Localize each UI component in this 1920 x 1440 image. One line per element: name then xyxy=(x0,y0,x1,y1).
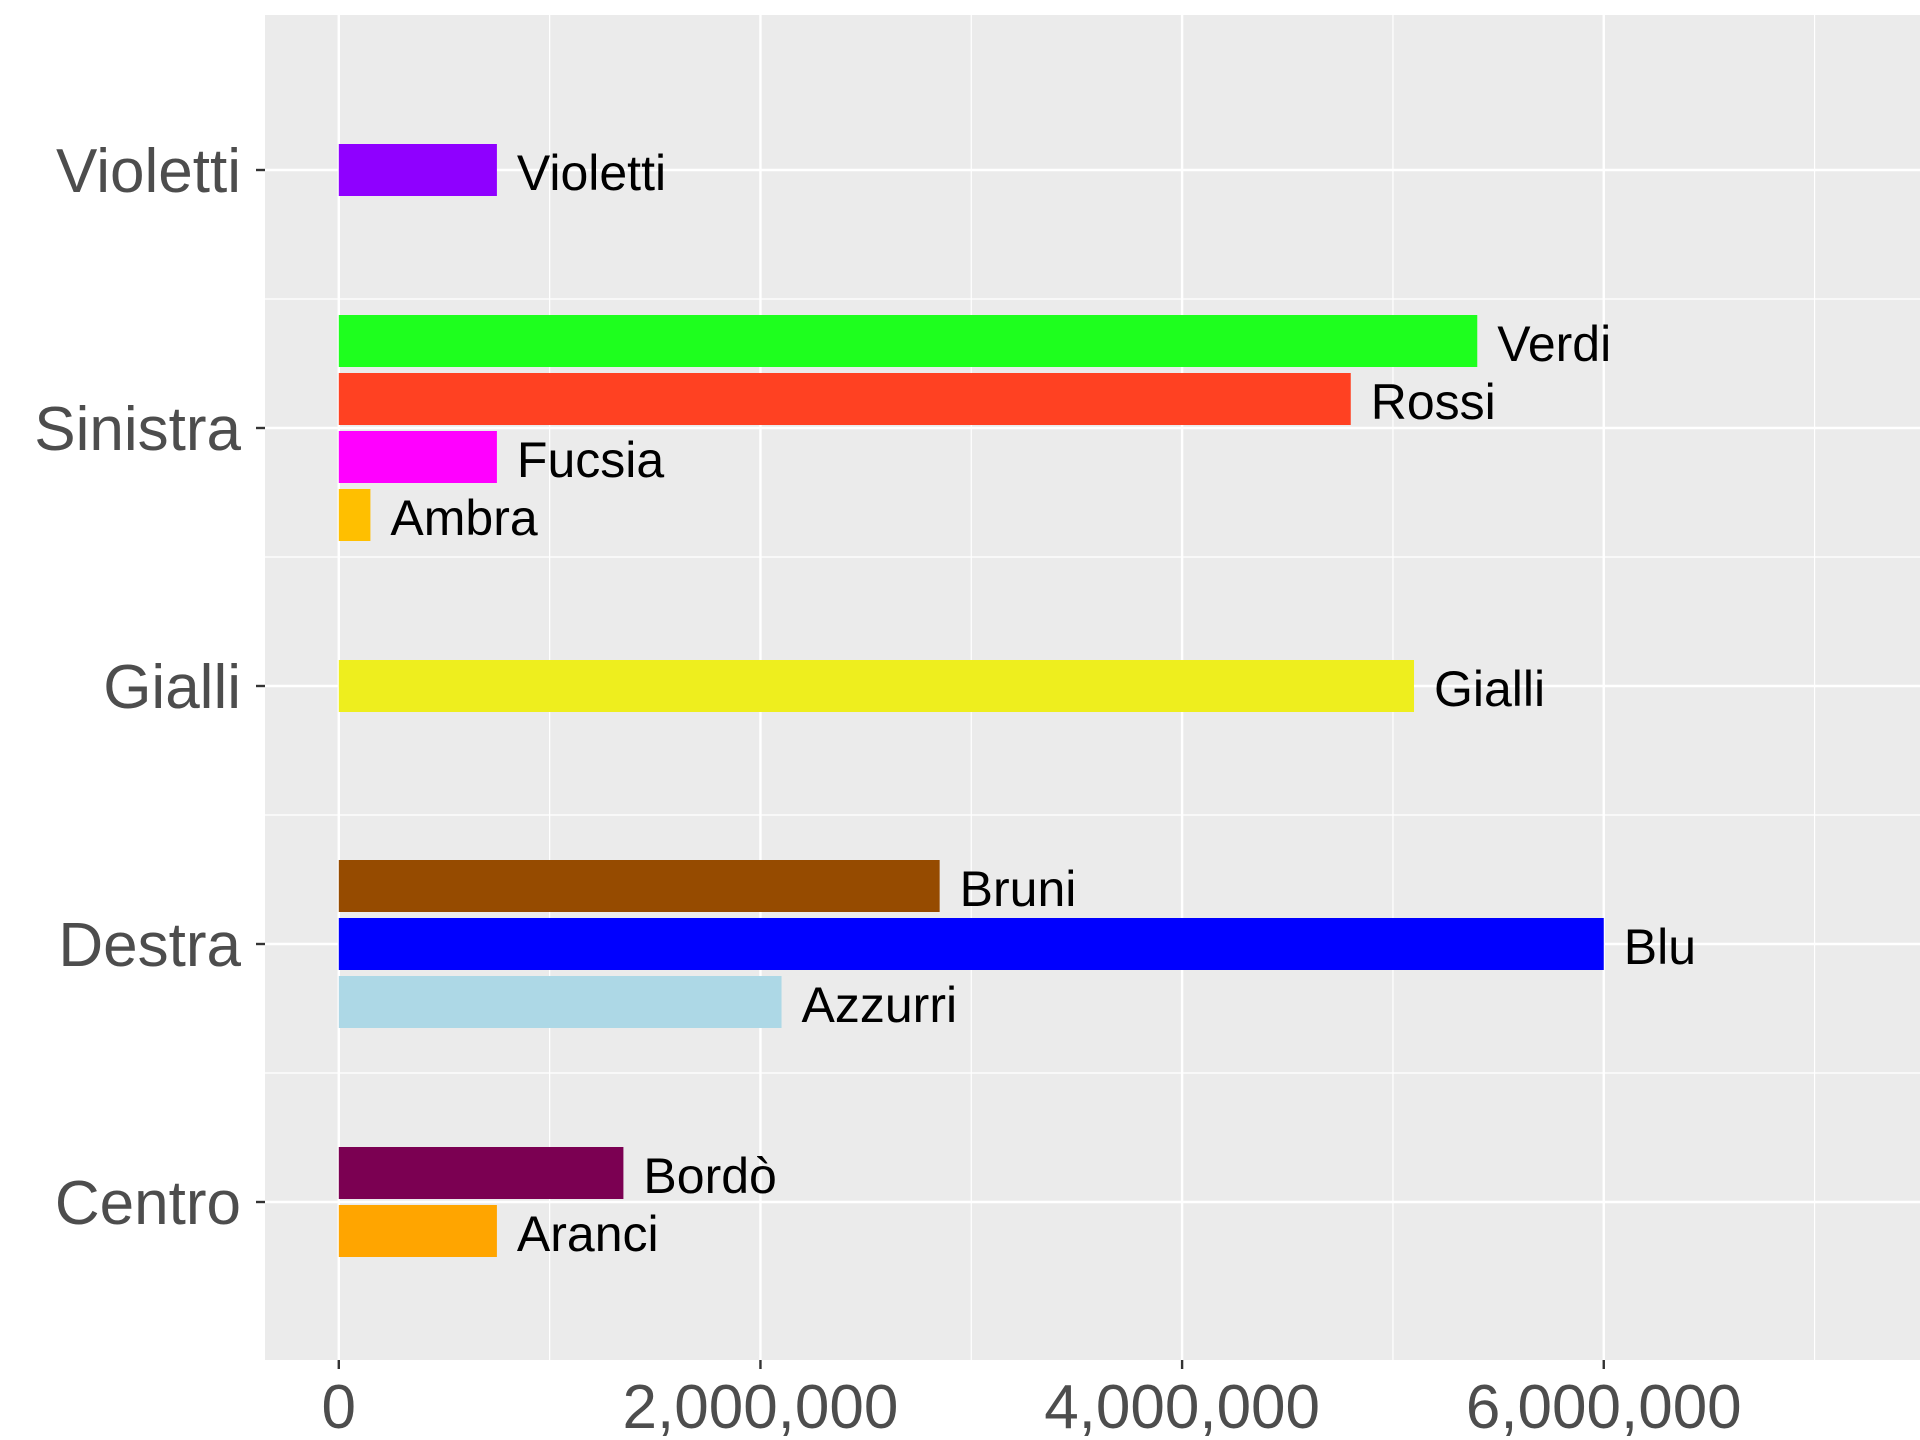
bar-label-rossi: Rossi xyxy=(1371,374,1496,430)
bar-label-gialli: Gialli xyxy=(1434,661,1545,717)
bar-bruni xyxy=(338,860,940,912)
bars-layer xyxy=(338,144,1604,1257)
x-tick-label: 0 xyxy=(322,1373,356,1440)
bar-label-ambra: Ambra xyxy=(390,490,537,546)
y-tick-label: Sinistra xyxy=(34,395,241,464)
bar-label-bruni: Bruni xyxy=(960,861,1077,917)
x-tick-label: 2,000,000 xyxy=(623,1373,899,1440)
bar-bordò xyxy=(338,1147,624,1199)
x-tick-label: 4,000,000 xyxy=(1044,1373,1320,1440)
bar-label-blu: Blu xyxy=(1624,919,1696,975)
bar-verdi xyxy=(338,315,1478,367)
y-tick-label: Violetti xyxy=(56,137,241,206)
bar-label-verdi: Verdi xyxy=(1497,316,1611,372)
bar-gialli xyxy=(338,660,1415,712)
y-tick-label: Gialli xyxy=(103,653,241,722)
bar-label-fucsia: Fucsia xyxy=(517,432,664,488)
bar-violetti xyxy=(338,144,497,196)
bar-label-violetti: Violetti xyxy=(517,145,666,201)
y-axis: Violetti Sinistra Gialli Destra Centro xyxy=(34,137,265,1238)
bar-ambra xyxy=(338,489,371,541)
x-axis: 0 2,000,000 4,000,000 6,000,000 xyxy=(322,1360,1742,1440)
y-tick-label: Destra xyxy=(58,911,241,980)
bar-label-azzurri: Azzurri xyxy=(802,977,958,1033)
bar-aranci xyxy=(338,1205,497,1257)
bar-blu xyxy=(338,918,1604,970)
y-tick-label: Centro xyxy=(55,1169,241,1238)
bar-fucsia xyxy=(338,431,497,483)
x-tick-label: 6,000,000 xyxy=(1466,1373,1742,1440)
bar-azzurri xyxy=(338,976,782,1028)
bar-label-bordò: Bordò xyxy=(643,1148,776,1204)
bar-rossi xyxy=(338,373,1351,425)
bar-label-aranci: Aranci xyxy=(517,1206,659,1262)
